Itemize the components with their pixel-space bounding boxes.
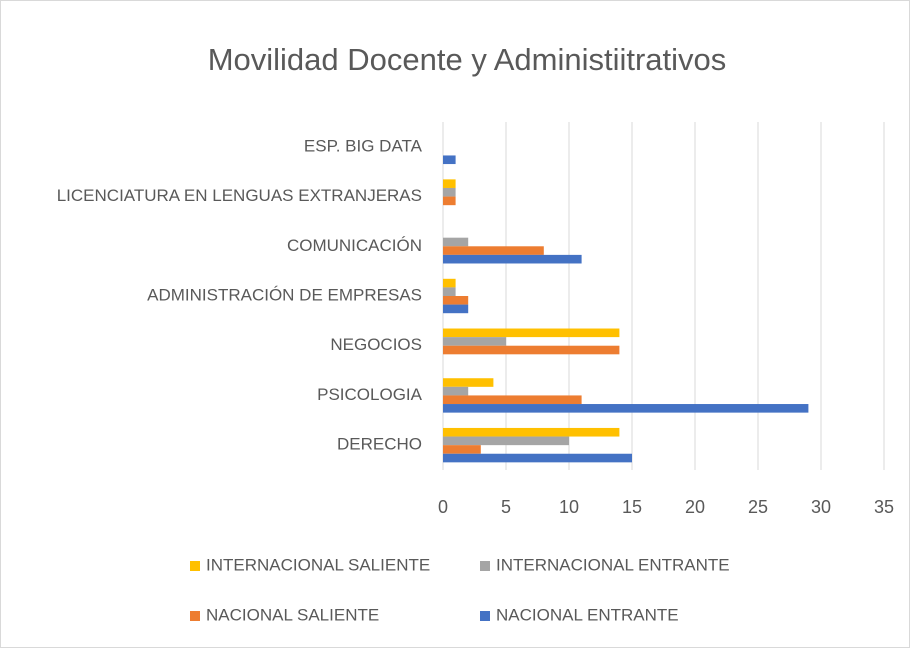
x-tick-label: 15 xyxy=(622,497,642,517)
legend-swatch xyxy=(480,561,490,571)
bar xyxy=(443,237,469,247)
x-tick-label: 5 xyxy=(501,497,511,517)
bar xyxy=(443,246,544,255)
legend-label: INTERNACIONAL ENTRANTE xyxy=(496,555,730,574)
bar xyxy=(443,445,481,454)
legend-swatch xyxy=(480,611,490,621)
bar xyxy=(443,179,456,188)
bar xyxy=(443,378,494,387)
y-tick-label: NEGOCIOS xyxy=(330,335,422,354)
bar xyxy=(443,328,620,338)
bar xyxy=(443,395,582,405)
legend-label: NACIONAL ENTRANTE xyxy=(496,605,679,624)
bar xyxy=(443,196,456,206)
bar xyxy=(443,278,456,288)
bar xyxy=(443,453,632,463)
chart-title: Movilidad Docente y Administiitrativos xyxy=(208,42,727,77)
legend-swatch xyxy=(190,611,200,621)
bar xyxy=(443,254,582,264)
bar xyxy=(443,287,456,296)
legend-label: INTERNACIONAL SALIENTE xyxy=(206,555,430,574)
bar xyxy=(443,404,809,413)
bar xyxy=(443,386,469,396)
bar xyxy=(443,337,506,346)
x-tick-label: 20 xyxy=(685,497,705,517)
bar xyxy=(443,345,620,355)
y-tick-label: COMUNICACIÓN xyxy=(287,236,422,255)
bar xyxy=(443,304,469,314)
y-tick-label: LICENCIATURA EN LENGUAS EXTRANJERAS xyxy=(57,186,422,205)
x-tick-label: 35 xyxy=(874,497,894,517)
x-tick-label: 0 xyxy=(438,497,448,517)
bar xyxy=(443,187,456,197)
y-tick-label: PSICOLOGIA xyxy=(317,385,423,404)
y-tick-label: DERECHO xyxy=(337,435,422,454)
y-tick-label: ESP. BIG DATA xyxy=(304,136,423,155)
x-tick-label: 25 xyxy=(748,497,768,517)
bar xyxy=(443,436,569,446)
legend-swatch xyxy=(190,561,200,571)
x-tick-label: 30 xyxy=(811,497,831,517)
bar xyxy=(443,296,469,305)
legend-label: NACIONAL SALIENTE xyxy=(206,605,379,624)
bar xyxy=(443,427,620,437)
y-tick-label: ADMINISTRACIÓN DE EMPRESAS xyxy=(147,285,422,304)
bar xyxy=(443,155,456,165)
x-tick-label: 10 xyxy=(559,497,579,517)
